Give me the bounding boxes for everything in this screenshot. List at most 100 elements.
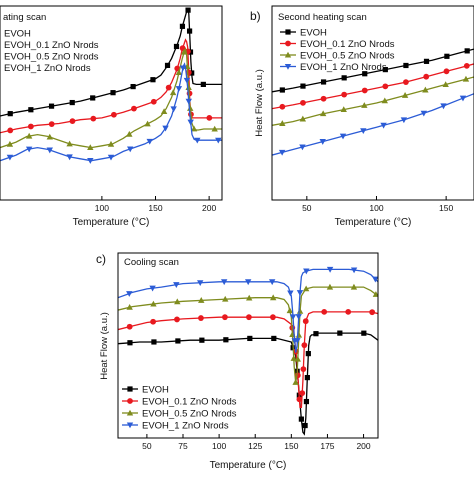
series-marker — [296, 396, 303, 403]
series-marker — [151, 339, 157, 345]
series-marker — [459, 95, 467, 102]
legend-marker — [284, 51, 292, 58]
series-marker — [401, 92, 409, 98]
series-marker — [341, 91, 348, 98]
series-marker — [46, 133, 53, 140]
x-tick-label: 100 — [369, 203, 383, 213]
series-marker — [294, 355, 301, 362]
series-marker — [361, 87, 368, 94]
legend-item: EVOH_0.1 ZnO Nrods — [122, 396, 237, 407]
series-marker — [162, 125, 169, 132]
series-marker — [150, 318, 156, 325]
series-marker — [302, 285, 310, 292]
series-marker — [400, 117, 408, 124]
legend-item: EVOH — [280, 27, 327, 38]
series-marker — [174, 298, 181, 305]
series-marker — [185, 7, 191, 13]
series-marker — [321, 308, 328, 315]
panel-a-heating: 100 150 200 ating scan Temperature (°C) EV… — [0, 5, 223, 228]
series-line — [0, 38, 222, 134]
series-marker — [194, 137, 201, 144]
series-marker — [183, 77, 191, 84]
series-marker — [463, 62, 470, 69]
panel-b-frame — [271, 5, 474, 201]
panel-b-second-heating: b) 50 100 150 Second heating scan Temperat… — [250, 5, 474, 228]
series-marker — [305, 351, 311, 357]
series-marker — [174, 316, 180, 323]
legend-marker — [127, 386, 133, 392]
series-marker — [295, 331, 303, 338]
series-marker — [462, 75, 470, 82]
series-marker — [270, 314, 276, 321]
series-marker — [279, 120, 286, 126]
series-marker — [345, 308, 352, 315]
series-marker — [295, 314, 302, 320]
panel-b-x-axis-label: Temperature (°C) — [335, 217, 412, 228]
series-marker — [279, 103, 286, 110]
legend-label: EVOH — [142, 384, 169, 395]
series-marker — [369, 309, 376, 316]
series-marker — [186, 28, 193, 34]
series-marker — [110, 111, 117, 118]
series-marker — [69, 118, 76, 125]
series-marker — [25, 132, 33, 139]
series-marker — [150, 300, 157, 307]
series-marker — [361, 330, 367, 336]
legend-label: EVOH_0.1 ZnO Nrods — [4, 40, 99, 51]
legend-marker — [285, 40, 291, 47]
legend-item: EVOH_0.5 ZnO Nrods — [122, 408, 237, 419]
series-marker — [175, 69, 183, 76]
series-marker — [126, 303, 133, 310]
legend-item: EVOH_0.1 ZnO Nrods — [4, 40, 99, 51]
series-triangle-up-2 — [118, 283, 378, 385]
series-marker — [341, 75, 347, 81]
series-marker — [303, 268, 310, 275]
series-marker — [372, 276, 378, 283]
series-marker — [362, 71, 368, 77]
series-marker — [340, 106, 347, 113]
series-marker — [110, 90, 116, 96]
x-tick-label: 150 — [148, 203, 162, 213]
series-marker — [279, 87, 285, 93]
series-marker — [319, 110, 327, 117]
legend-marker — [127, 398, 133, 404]
legend-label: EVOH_0.5 ZnO Nrods — [300, 50, 395, 61]
series-marker — [403, 79, 409, 86]
series-marker — [87, 144, 94, 150]
panel-c-plot-area — [118, 266, 378, 436]
series-line — [272, 63, 474, 110]
series-marker — [28, 107, 34, 113]
legend-item: EVOH_1 ZnO Nrods — [122, 420, 229, 431]
legend-marker — [284, 64, 292, 70]
series-marker — [107, 140, 115, 147]
panel-c-cooling: c) 50 75 100 125 150 175 200 Cooling scan Temp… — [96, 252, 379, 471]
series-marker — [326, 266, 334, 273]
series-marker — [440, 103, 447, 110]
x-tick-label: 75 — [178, 441, 188, 451]
series-marker — [300, 99, 306, 106]
series-marker — [175, 86, 183, 92]
series-marker — [442, 81, 449, 88]
series-marker — [126, 291, 133, 297]
x-tick-label: 100 — [212, 441, 226, 451]
series-marker — [173, 282, 180, 288]
series-triangle-down-3 — [118, 266, 378, 353]
series-marker — [165, 84, 172, 91]
series-marker — [299, 144, 306, 151]
series-marker — [130, 83, 136, 90]
series-marker — [150, 77, 156, 83]
series-marker — [423, 73, 430, 80]
series-line — [272, 93, 474, 156]
series-marker — [268, 279, 276, 286]
series-marker — [380, 122, 387, 129]
series-marker — [302, 422, 308, 429]
series-marker — [198, 315, 204, 321]
panel-b-y-axis-label: Heat Flow (a.u.) — [254, 69, 265, 137]
series-marker — [90, 95, 96, 101]
legend-label: EVOH — [300, 27, 327, 38]
series-marker — [131, 105, 137, 112]
series-marker — [326, 283, 334, 290]
series-marker — [299, 115, 307, 122]
series-marker — [27, 123, 34, 130]
